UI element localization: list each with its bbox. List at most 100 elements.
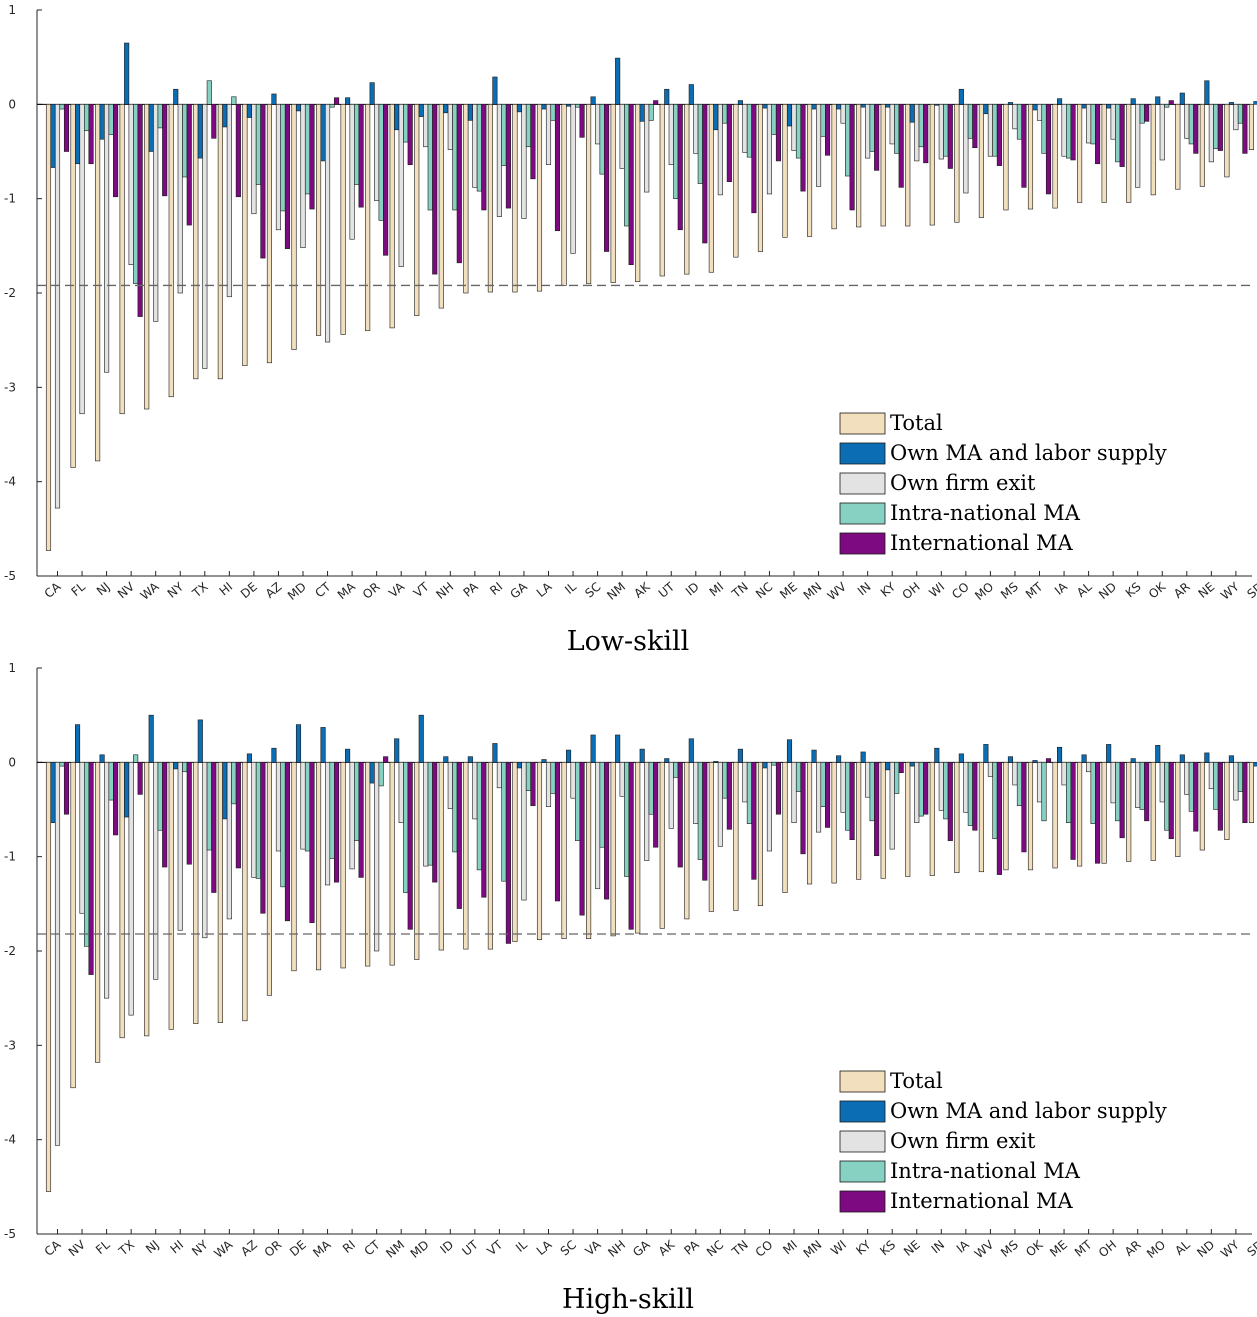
- x-tick-label: CT: [312, 579, 334, 600]
- y-tick-label: -5: [4, 1227, 16, 1241]
- x-tick-label: NH: [433, 580, 456, 602]
- bar-intl: [1045, 104, 1052, 195]
- bar-intra: [967, 762, 973, 826]
- bar-own-ma: [713, 104, 719, 131]
- bar-intra: [108, 104, 114, 135]
- x-tick-label: CA: [42, 1237, 64, 1259]
- bar-own-exit: [742, 762, 748, 803]
- x-tick-label: IA: [954, 1237, 973, 1256]
- bar-total: [119, 762, 125, 1039]
- bar-own-exit: [521, 104, 527, 219]
- bar-intra: [1066, 104, 1072, 159]
- bar-own-ma: [541, 104, 547, 110]
- x-tick-label: VT: [411, 579, 432, 600]
- bar-intra: [231, 96, 237, 105]
- bar-intl: [333, 97, 340, 105]
- bar-own-ma: [295, 104, 302, 112]
- bar-own-exit: [202, 762, 208, 939]
- bar-own-ma: [762, 104, 768, 109]
- x-tick-label: TX: [189, 580, 211, 601]
- bar-own-ma: [75, 104, 81, 165]
- bar-intl: [1070, 104, 1076, 161]
- bar-total: [193, 104, 199, 380]
- bar-own-ma: [271, 93, 277, 105]
- x-tick-label: OH: [900, 580, 923, 603]
- bar-intra: [1139, 762, 1145, 810]
- bar-total: [1003, 104, 1009, 211]
- bar-own-ma: [737, 748, 743, 763]
- bar-own-ma: [467, 756, 473, 763]
- x-tick-label: AL: [1074, 579, 1095, 600]
- bar-own-exit: [1086, 762, 1092, 773]
- bar-intl: [1021, 104, 1027, 188]
- bar-own-exit: [987, 762, 993, 777]
- bar-intra: [1188, 104, 1194, 145]
- bar-total: [487, 762, 493, 950]
- bar-intl: [505, 104, 511, 209]
- bar-intra: [1213, 762, 1219, 810]
- x-tick-label: NE: [901, 1238, 923, 1259]
- bar-intl: [530, 104, 536, 180]
- x-tick-label: OH: [1096, 1238, 1119, 1261]
- bar-total: [144, 762, 150, 1037]
- bar-intl: [554, 104, 561, 232]
- bar-own-exit: [1061, 104, 1067, 157]
- bar-intra: [771, 762, 777, 766]
- bar-intra: [869, 104, 875, 152]
- bar-intl: [88, 762, 94, 975]
- x-tick-label: WI: [828, 1238, 849, 1259]
- x-tick-label: AR: [1122, 1238, 1144, 1259]
- bar-total: [463, 762, 469, 950]
- bar-intl: [824, 762, 831, 828]
- x-tick-label: FL: [69, 579, 89, 599]
- bar-intra: [992, 762, 998, 840]
- bar-intra: [599, 104, 605, 175]
- legend-label: Own firm exit: [890, 471, 1036, 495]
- legend-swatch-total: [839, 412, 886, 435]
- bar-intra: [525, 104, 532, 148]
- bar-intl: [628, 762, 634, 930]
- bar-total: [1027, 104, 1034, 210]
- bar-own-ma: [615, 57, 621, 105]
- bar-total: [487, 104, 493, 293]
- bar-intl: [751, 762, 757, 880]
- bar-intl: [530, 762, 536, 807]
- bar-own-ma: [173, 88, 179, 105]
- bar-total: [610, 104, 616, 283]
- bar-intl: [211, 104, 217, 139]
- bar-own-ma: [271, 747, 277, 763]
- bar-intra: [722, 104, 728, 124]
- bar-total: [1150, 762, 1156, 861]
- bar-intl: [849, 104, 855, 211]
- bar-own-ma: [443, 104, 449, 114]
- bar-own-exit: [717, 762, 723, 847]
- x-tick-label: KY: [878, 579, 899, 600]
- bar-total: [536, 762, 543, 940]
- bar-total: [389, 104, 395, 329]
- x-tick-label: VA: [583, 1237, 605, 1258]
- x-tick-label: MD: [408, 1238, 432, 1261]
- y-tick-label: -3: [4, 1038, 16, 1052]
- bar-intl: [653, 100, 659, 105]
- bar-total: [144, 104, 150, 410]
- bar-intl: [432, 762, 438, 883]
- bar-own-exit: [251, 762, 257, 878]
- bar-intl: [309, 104, 315, 210]
- bar-own-exit: [79, 104, 85, 415]
- x-tick-label: HI: [217, 580, 236, 599]
- bar-intra: [624, 762, 630, 877]
- bar-total: [905, 104, 911, 227]
- x-tick-label: IL: [562, 579, 579, 596]
- low-skill-panel: Low-skill 1 0 -1 -2 -3 -4 -5 CA FL NJ NV WA NY TX HI DE…: [4, 3, 1257, 657]
- bar-intl: [604, 762, 610, 900]
- bar-own-ma: [909, 762, 915, 767]
- bar-intra: [648, 762, 654, 815]
- bar-own-ma: [1204, 80, 1210, 105]
- x-tick-label: AR: [1171, 580, 1193, 601]
- bar-total: [1052, 762, 1058, 869]
- bar-own-ma: [934, 104, 940, 106]
- bar-intl: [702, 762, 708, 881]
- bar-own-ma: [197, 719, 203, 763]
- bar-intra: [1016, 104, 1023, 140]
- bar-total: [708, 762, 714, 912]
